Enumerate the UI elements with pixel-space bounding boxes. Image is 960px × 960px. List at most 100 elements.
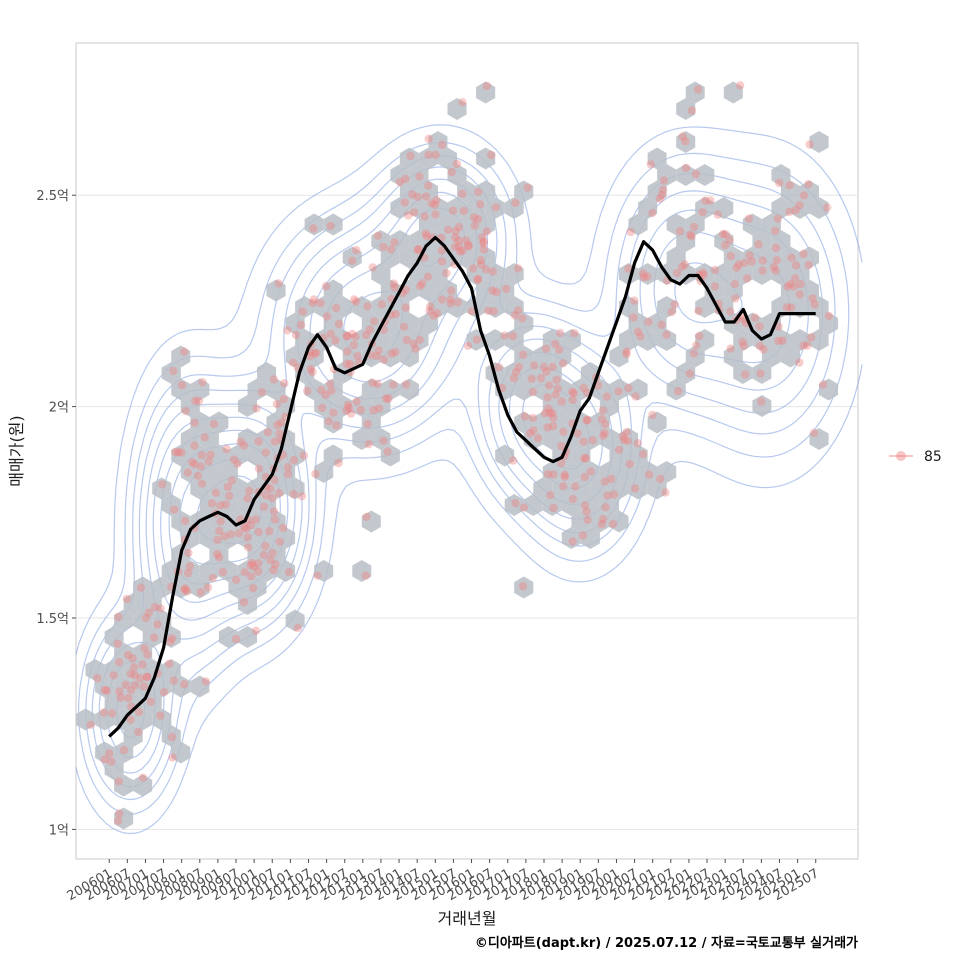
- hexbin-cell-280: [619, 329, 639, 351]
- hexbin-cell-111: [333, 395, 353, 417]
- hexbin-cell-190: [438, 279, 458, 302]
- scatter-point-227: [343, 332, 352, 341]
- scatter-point-114: [240, 522, 249, 532]
- scatter-point-352: [458, 246, 467, 255]
- scatter-point-485: [638, 269, 648, 278]
- scatter-point-558: [741, 370, 750, 379]
- scatter-point-394: [559, 359, 568, 368]
- hexbin-cell-328: [742, 246, 762, 269]
- hexbin-cell-287: [609, 477, 629, 500]
- hexbin-cell-278: [638, 263, 658, 285]
- scatter-point-476: [614, 445, 624, 454]
- hexbin-cell-54: [161, 494, 181, 516]
- scatter-point-297: [413, 192, 422, 202]
- hexbin-cell-257: [571, 444, 591, 467]
- hexbin-cell-364: [809, 131, 829, 153]
- x-axis-title: 거래년월: [438, 909, 497, 928]
- hexbin-cell-193: [466, 197, 486, 219]
- scatter-point-594: [770, 226, 780, 236]
- scatter-point-174: [275, 429, 284, 438]
- hexbin-cell-93: [285, 444, 305, 467]
- scatter-point-207: [280, 379, 289, 388]
- scatter-point-447: [571, 482, 580, 491]
- hexbin-cell-324: [733, 362, 753, 384]
- hexbin-cell-117: [323, 213, 343, 236]
- scatter-point-34: [142, 672, 152, 682]
- scatter-point-299: [437, 295, 447, 304]
- scatter-point-466: [608, 519, 618, 529]
- scatter-point-621: [736, 81, 745, 90]
- scatter-point-170: [275, 537, 284, 546]
- scatter-point-113: [278, 523, 288, 533]
- hexbin-cell-139: [314, 395, 334, 417]
- hexbin-cell-226: [552, 345, 572, 368]
- scatter-point-332: [426, 302, 435, 311]
- hexbin-cell-47: [228, 477, 248, 500]
- scatter-point-200: [309, 224, 318, 233]
- hexbin-cell-318: [733, 263, 753, 285]
- scatter-point-578: [738, 337, 747, 346]
- hexbin-cell-260: [590, 411, 610, 434]
- hexbin-cell-363: [723, 81, 743, 104]
- scatter-point-93: [213, 535, 222, 545]
- scatter-point-345: [464, 242, 473, 251]
- hexbin-cell-286: [657, 329, 677, 351]
- hexbin-cell-130: [257, 362, 277, 384]
- hexbin-cell-168: [390, 230, 410, 252]
- scatter-point-528: [626, 227, 635, 237]
- scatter-point-294: [415, 282, 425, 291]
- hexbin-cell-212: [476, 279, 496, 302]
- scatter-point-119: [265, 526, 274, 536]
- scatter-point-26: [121, 680, 130, 689]
- hexbin-cell-299: [657, 296, 677, 318]
- scatter-point-540: [710, 265, 720, 275]
- scatter-point-349: [479, 237, 488, 246]
- scatter-point-603: [775, 178, 784, 188]
- scatter-point-507: [675, 227, 685, 236]
- hexbin-cell-281: [638, 197, 658, 219]
- hexbin-cell-189: [447, 164, 467, 186]
- scatter-point-586: [791, 206, 800, 215]
- scatter-point-29: [126, 669, 135, 679]
- hexbin-cell-156: [380, 279, 400, 302]
- hexbin-cell-10: [123, 659, 143, 681]
- scatter-point-331: [447, 286, 456, 295]
- hexbin-cell-296: [676, 230, 696, 252]
- scatter-point-130: [246, 561, 255, 570]
- hexbin-cell-180: [418, 312, 438, 335]
- scatter-point-389: [527, 374, 536, 383]
- hexbin-cell-64: [171, 378, 191, 401]
- scatter-point-109: [225, 491, 234, 501]
- scatter-point-400: [509, 456, 518, 465]
- scatter-point-467: [600, 428, 609, 438]
- scatter-point-602: [808, 294, 817, 303]
- scatter-point-193: [321, 282, 331, 291]
- hexbin-cell-213: [504, 197, 524, 219]
- hexbin-cell-166: [399, 312, 419, 335]
- scatter-point-390: [525, 429, 535, 438]
- scatter-point-173: [272, 399, 281, 409]
- scatter-point-570: [726, 344, 735, 353]
- scatter-point-204: [274, 279, 283, 288]
- scatter-point-496: [622, 428, 631, 437]
- scatter-point-315: [454, 222, 464, 232]
- scatter-point-344: [446, 295, 455, 304]
- scatter-point-385: [548, 422, 558, 431]
- hexbin-cell-113: [285, 312, 305, 335]
- hexbin-cell-40: [209, 411, 229, 434]
- scatter-point-214: [317, 385, 326, 395]
- hexbin-cell-80: [247, 510, 267, 533]
- scatter-point-321: [430, 200, 440, 209]
- hexbin-cell-145: [380, 345, 400, 368]
- scatter-point-355: [454, 236, 463, 245]
- scatter-point-407: [544, 404, 553, 413]
- scatter-point-409: [536, 374, 546, 383]
- hexbin-cell-154: [390, 329, 410, 351]
- scatter-point-615: [114, 816, 123, 826]
- hexbin-cell-66: [152, 477, 172, 500]
- hexbin-cell-46: [171, 444, 191, 467]
- hexbin-cell-366: [352, 560, 372, 582]
- scatter-point-601: [823, 203, 832, 212]
- hexbin-cell-120: [295, 296, 315, 318]
- hexbin-cell-220: [514, 411, 534, 434]
